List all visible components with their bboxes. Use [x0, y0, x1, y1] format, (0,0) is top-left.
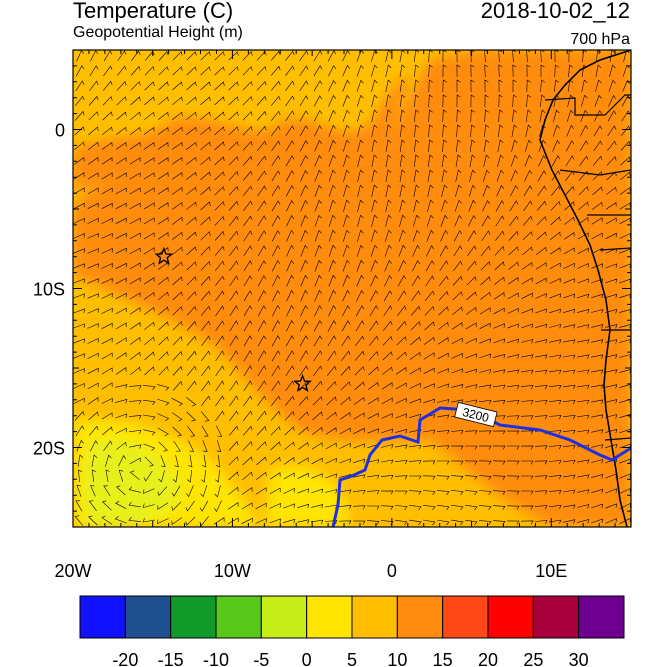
colorbar-swatch [260, 595, 308, 639]
colorbar-swatch [578, 595, 625, 639]
colorbar-label: -10 [203, 650, 229, 667]
lon-tick-label: 20W [54, 561, 91, 581]
warm-region-north [73, 75, 410, 190]
colorbar-label: 20 [478, 650, 498, 667]
colorbar-swatch [170, 595, 217, 639]
lon-tick-label: 0 [387, 561, 397, 581]
colorbar-swatch [351, 595, 398, 639]
colorbar-swatch [442, 595, 489, 639]
cool-region-plume [265, 466, 350, 527]
colorbar-label: 25 [523, 650, 543, 667]
colorbar-label: 15 [433, 650, 453, 667]
colorbar-swatch [396, 595, 444, 639]
lon-tick-label: 10E [535, 561, 567, 581]
colorbar-label: 5 [347, 650, 357, 667]
height-contour-label: 3200 [454, 401, 498, 428]
height-contour-3200 [331, 406, 631, 527]
lon-tick-label: 10W [214, 561, 251, 581]
colorbar-label: -5 [253, 650, 269, 667]
axis-ticks: 20W 10W 0 10E 0 10S 20S [33, 49, 632, 581]
tick-marks [72, 49, 632, 528]
colorbar-swatch [215, 595, 262, 639]
lat-tick-label: 0 [55, 121, 65, 141]
svg-text:3200: 3200 [461, 405, 491, 425]
africa-coastline [539, 50, 631, 527]
star-marker-2 [293, 373, 313, 392]
colorbar: -20 -15 -10 -5 0 5 10 15 20 25 30 [79, 595, 625, 667]
map-subtitle: Geopotential Height (m) [73, 24, 243, 41]
colorbar-label: 30 [569, 650, 589, 667]
warm-region-15-20 [73, 50, 631, 527]
map-title: Temperature (C) [73, 0, 234, 23]
valid-time: 2018-10-02_12 [480, 0, 630, 23]
lat-tick-label: 20S [33, 439, 65, 459]
colorbar-label: 0 [302, 650, 312, 667]
colorbar-swatch [124, 595, 172, 639]
colorbar-label: -20 [112, 650, 138, 667]
colorbar-swatch [487, 595, 534, 639]
colorbar-swatch [306, 595, 353, 639]
pressure-level: 700 hPa [570, 31, 630, 48]
temperature-field: 3200 [73, 50, 631, 527]
star-marker-1 [154, 246, 174, 265]
colorbar-label: -15 [158, 650, 184, 667]
colorbar-swatch [79, 595, 126, 639]
lat-tick-label: 10S [33, 280, 65, 300]
colorbar-label: 10 [387, 650, 407, 667]
location-markers [154, 246, 313, 392]
colorbar-swatch [532, 595, 580, 639]
